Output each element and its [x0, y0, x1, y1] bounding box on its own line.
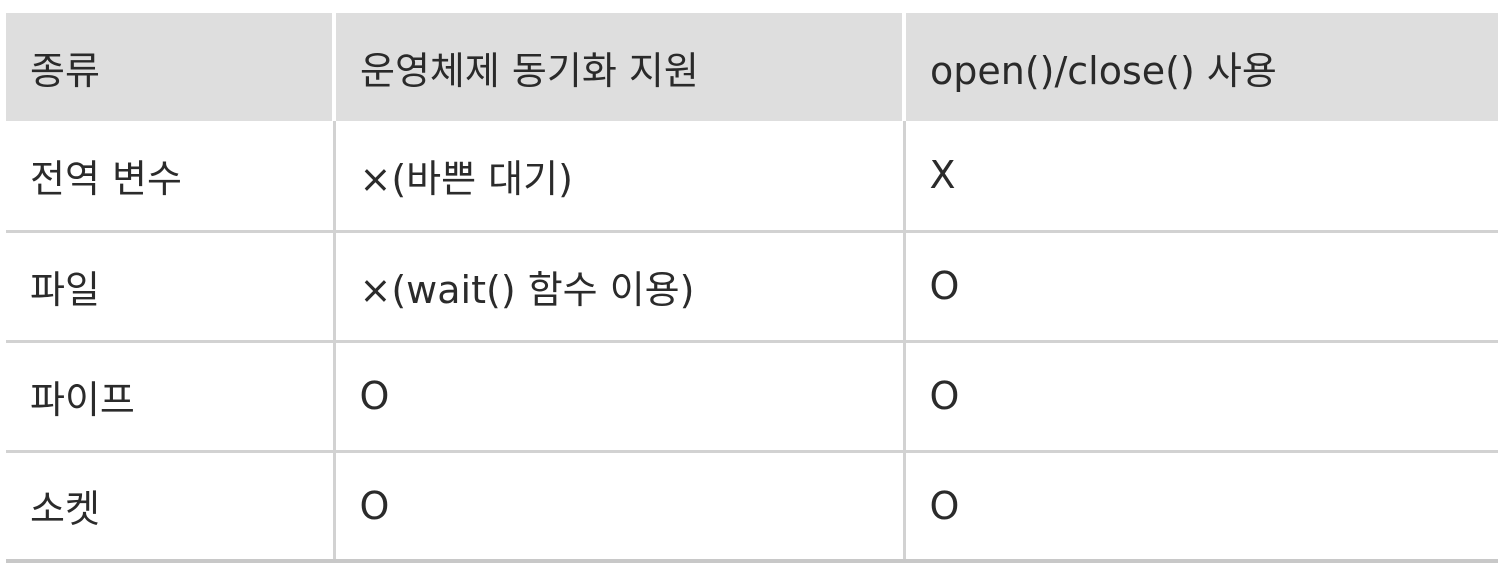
- cell-os-sync: ×(바쁜 대기): [332, 121, 904, 231]
- table-header: 종류 운영체제 동기화 지원 open()/close() 사용: [6, 13, 1498, 121]
- ipc-comparison-table: 종류 운영체제 동기화 지원 open()/close() 사용 전역 변수 ×…: [6, 13, 1498, 563]
- header-row: 종류 운영체제 동기화 지원 open()/close() 사용: [6, 13, 1498, 121]
- table-body: 전역 변수 ×(바쁜 대기) X 파일 ×(wait() 함수 이용) O 파이…: [6, 121, 1498, 563]
- cell-os-sync: O: [332, 339, 904, 451]
- table-row: 파이프 O O: [6, 339, 1498, 451]
- cell-type: 파이프: [6, 339, 334, 451]
- cell-open-close: O: [902, 449, 1498, 563]
- cell-type: 소켓: [6, 449, 334, 563]
- header-open-close-usage: open()/close() 사용: [902, 13, 1498, 121]
- header-os-sync-support: 운영체제 동기화 지원: [332, 13, 904, 121]
- table-row: 전역 변수 ×(바쁜 대기) X: [6, 121, 1498, 231]
- cell-open-close: X: [902, 121, 1498, 231]
- header-type: 종류: [30, 48, 100, 93]
- cell-os-sync: ×(wait() 함수 이용): [332, 229, 904, 341]
- cell-type: 파일: [6, 229, 334, 341]
- cell-os-sync: O: [332, 449, 904, 563]
- cell-type: 전역 변수: [30, 156, 182, 201]
- table-row: 파일 ×(wait() 함수 이용) O: [6, 229, 1498, 341]
- cell-open-close: O: [902, 229, 1498, 341]
- comparison-table-container: 종류 운영체제 동기화 지원 open()/close() 사용 전역 변수 ×…: [6, 13, 1498, 563]
- cell-open-close: O: [902, 339, 1498, 451]
- table-row: 소켓 O O: [6, 449, 1498, 563]
